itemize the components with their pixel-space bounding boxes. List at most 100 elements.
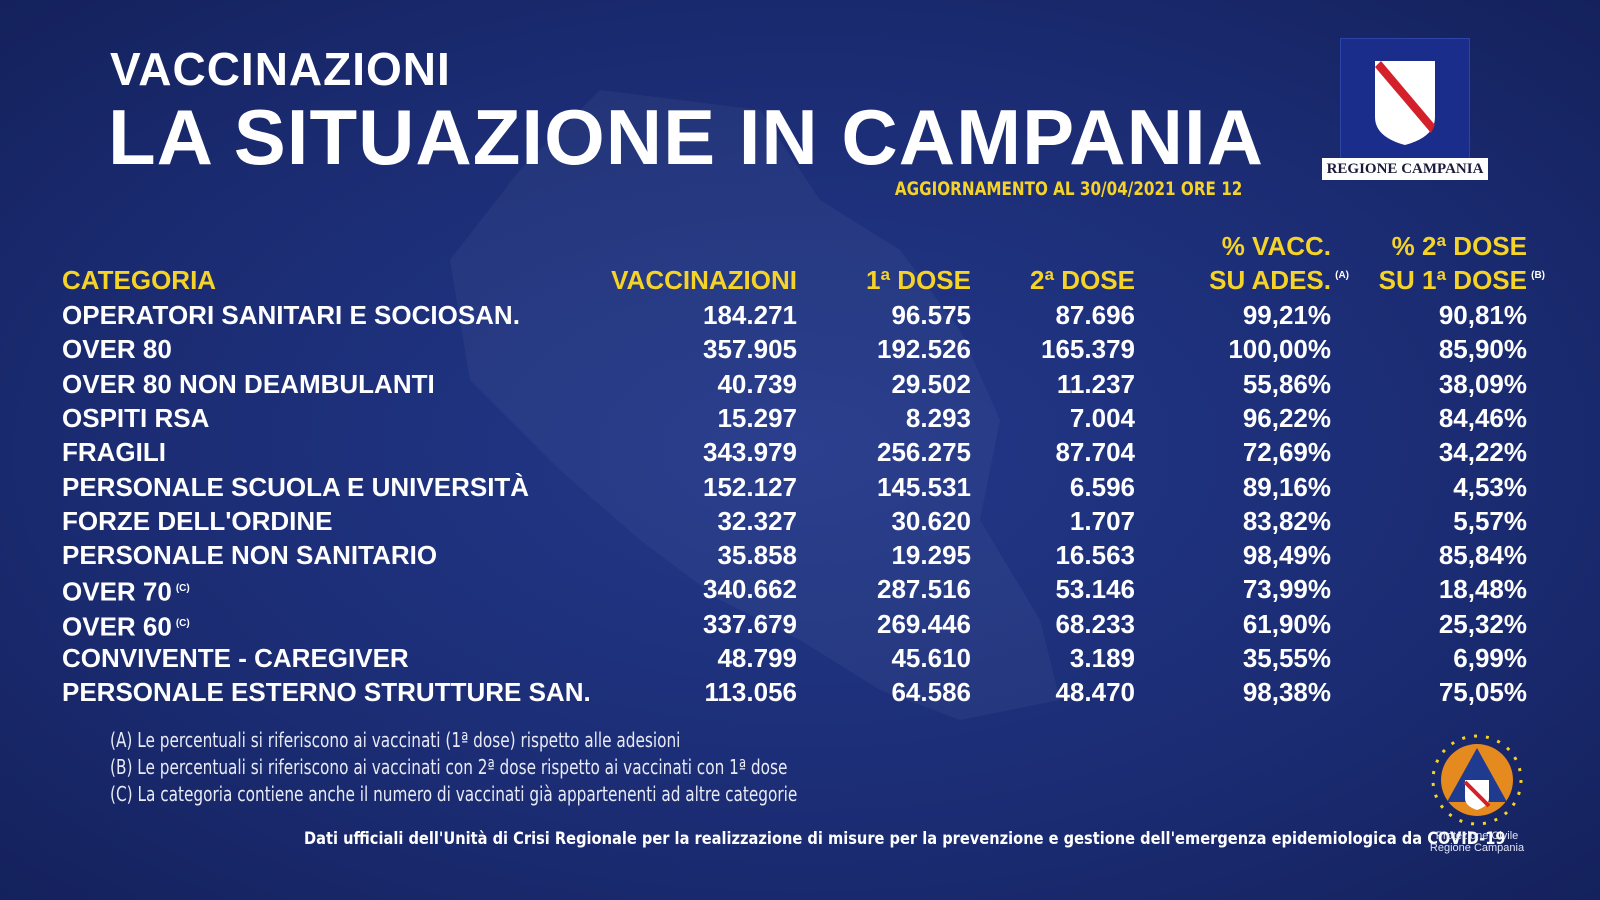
column-header: 1ª DOSE — [866, 265, 971, 295]
row-note: (C) — [175, 583, 190, 595]
row-label-text: PERSONALE ESTERNO STRUTTURE SAN. — [62, 677, 591, 708]
title: LA SITUAZIONE IN CAMPANIA — [108, 93, 1264, 181]
row-label: OVER 80 NON DEAMBULANTI — [62, 369, 435, 399]
cell-value: 98,49% — [1242, 540, 1331, 571]
cell-value: 34,22% — [1438, 437, 1527, 468]
cell-value: 64.586 — [891, 677, 971, 708]
cell-value: 16.563 — [1055, 540, 1135, 571]
column-header: % VACC. — [1221, 231, 1331, 261]
row-label-text: OVER 70 — [62, 577, 172, 608]
cell-value: 152.127 — [703, 471, 797, 502]
cell-value: 6,99% — [1453, 643, 1527, 673]
cell-value: 38,09% — [1438, 368, 1527, 399]
row-label-text: CONVIVENTE - CAREGIVER — [62, 643, 409, 673]
column-header: 2ª DOSE — [1030, 265, 1135, 295]
cell-value: 89,16% — [1242, 471, 1331, 502]
cell-value: 87.704 — [1055, 437, 1135, 468]
cell-value: 40.739 — [717, 368, 797, 399]
cell-value: 30.620 — [891, 505, 971, 536]
column-note: (A) — [1335, 270, 1349, 281]
row-label: OVER 60 (C) — [62, 609, 190, 642]
cell-value: 1.707 — [1069, 505, 1135, 536]
cell-value: 85,84% — [1438, 540, 1527, 571]
civil-protection-line: Protezione Civile — [1435, 830, 1519, 842]
cell-value: 6.596 — [1069, 471, 1135, 502]
cell-value: 340.662 — [703, 574, 797, 605]
column-header: CATEGORIA — [62, 265, 217, 295]
row-label-text: PERSONALE NON SANITARIO — [62, 540, 438, 571]
cell-value: 165.379 — [1041, 334, 1135, 365]
cell-value: 87.696 — [1055, 300, 1135, 330]
civil-protection-line: Regione Campania — [1429, 842, 1525, 854]
row-label-text: OVER 80 — [62, 334, 172, 365]
row-label: PERSONALE SCUOLA E UNIVERSITÀ — [62, 472, 529, 502]
cell-value: 84,46% — [1438, 402, 1527, 433]
cell-value: 35.858 — [717, 540, 797, 571]
row-label-text: OVER 60 — [62, 611, 172, 642]
cell-value: 269.446 — [877, 608, 971, 639]
cell-value: 5,57% — [1453, 505, 1527, 536]
region-logo — [1340, 38, 1470, 160]
civil-protection-logo — [1431, 734, 1523, 826]
shield-band — [1375, 61, 1435, 133]
row-label: OVER 70 (C) — [62, 574, 190, 607]
row-label: FRAGILI — [62, 437, 166, 467]
cell-value: 3.189 — [1069, 643, 1135, 673]
row-label: PERSONALE ESTERNO STRUTTURE SAN. — [62, 677, 591, 707]
cell-value: 15.297 — [717, 402, 797, 433]
cell-value: 4,53% — [1453, 471, 1527, 502]
row-label: OVER 80 — [62, 334, 172, 364]
cell-value: 29.502 — [891, 368, 971, 399]
cell-value: 96,22% — [1242, 402, 1331, 433]
cell-value: 55,86% — [1242, 368, 1331, 399]
cell-value: 7.004 — [1069, 402, 1135, 433]
cell-value: 73,99% — [1242, 574, 1331, 605]
row-note: (C) — [175, 617, 190, 629]
cell-value: 18,48% — [1438, 574, 1527, 605]
row-label-text: OSPITI RSA — [62, 402, 210, 433]
triangle — [1447, 748, 1507, 802]
cell-value: 35,55% — [1242, 643, 1331, 673]
cell-value: 32.327 — [717, 505, 797, 536]
cell-value: 96.575 — [891, 300, 971, 330]
cell-value: 45.610 — [891, 643, 971, 673]
row-label: PERSONALE NON SANITARIO — [62, 540, 437, 570]
row-label: OPERATORI SANITARI E SOCIOSAN. — [62, 300, 520, 330]
cell-value: 68.233 — [1055, 608, 1135, 639]
cell-value: 192.526 — [877, 334, 971, 365]
column-header: SU ADES. (A) — [1209, 265, 1349, 295]
row-label: CONVIVENTE - CAREGIVER — [62, 643, 409, 673]
cell-value: 72,69% — [1242, 437, 1331, 468]
cell-value: 343.979 — [703, 437, 797, 468]
cell-value: 90,81% — [1438, 300, 1527, 330]
cell-value: 337.679 — [703, 608, 797, 639]
region-shield — [1375, 61, 1435, 145]
row-label-text: FRAGILI — [62, 437, 166, 468]
map-shape — [450, 90, 1060, 720]
column-header: VACCINAZIONI — [611, 265, 797, 295]
column-note: (B) — [1531, 270, 1545, 281]
region-logo-label: REGIONE CAMPANIA — [1322, 158, 1488, 180]
cell-value: 83,82% — [1242, 505, 1331, 536]
row-label: OSPITI RSA — [62, 403, 209, 433]
cell-value: 100,00% — [1228, 334, 1331, 365]
cell-value: 53.146 — [1055, 574, 1135, 605]
cell-value: 48.799 — [717, 643, 797, 673]
stars-ring — [1431, 734, 1523, 826]
footnote: (C) La categoria contiene anche il numer… — [110, 782, 798, 806]
row-label-text: PERSONALE SCUOLA E UNIVERSITÀ — [62, 471, 530, 502]
cell-value: 145.531 — [877, 471, 971, 502]
cell-value: 287.516 — [877, 574, 971, 605]
update-date: AGGIORNAMENTO AL 30/04/2021 ORE 12 — [894, 178, 1243, 200]
cell-value: 48.470 — [1055, 677, 1135, 708]
cell-value: 256.275 — [877, 437, 971, 468]
cell-value: 357.905 — [703, 334, 797, 365]
footnote: (B) Le percentuali si riferiscono ai vac… — [110, 755, 788, 779]
cell-value: 25,32% — [1438, 608, 1527, 639]
kicker: VACCINAZIONI — [110, 43, 451, 95]
row-label-text: FORZE DELL'ORDINE — [62, 505, 333, 536]
cell-value: 85,90% — [1438, 334, 1527, 365]
row-label-text: OVER 80 NON DEAMBULANTI — [62, 368, 435, 399]
